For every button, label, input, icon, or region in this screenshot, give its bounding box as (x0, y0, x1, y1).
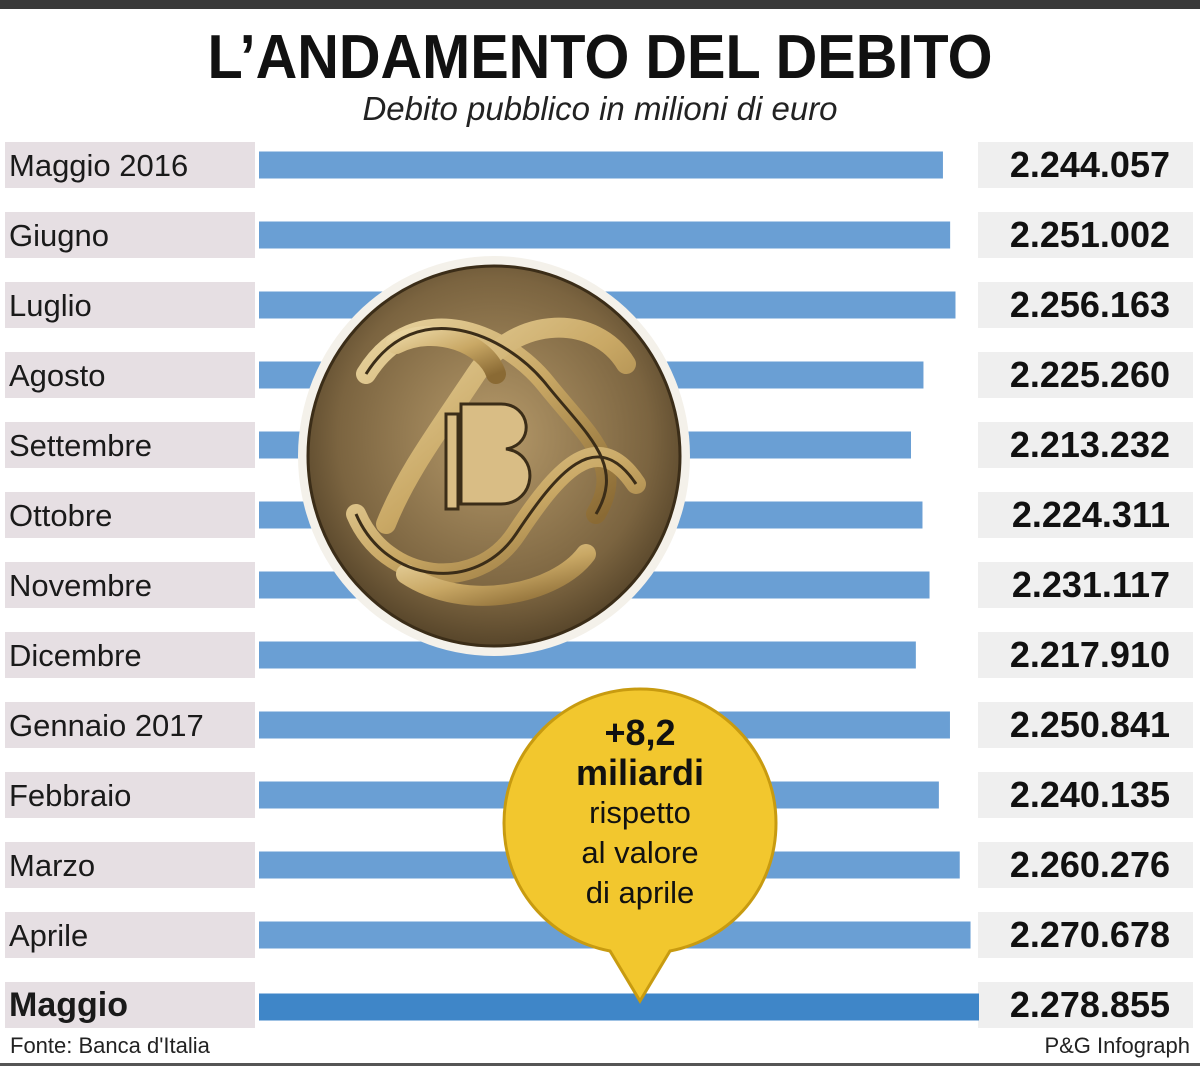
row-label-background (5, 912, 255, 958)
value-label-0: 2.244.057 (1010, 144, 1170, 185)
top-rule (0, 0, 1200, 9)
value-label-5: 2.224.311 (1012, 494, 1170, 535)
callout-unit: miliardi (575, 752, 705, 793)
row-label-background (5, 632, 255, 678)
value-label-background (978, 212, 1193, 258)
row-label-background (5, 702, 255, 748)
row-label-background (5, 282, 255, 328)
bar-0 (259, 151, 943, 179)
category-label-4: Settembre (9, 428, 152, 463)
value-label-3: 2.225.260 (1010, 354, 1170, 395)
row-label-background (5, 842, 255, 888)
source-note: Fonte: Banca d'Italia (10, 1033, 210, 1058)
value-label-7: 2.217.910 (1010, 634, 1170, 675)
value-label-8: 2.250.841 (1010, 704, 1170, 745)
category-label-2: Luglio (9, 288, 92, 323)
category-label-12: Maggio (9, 986, 128, 1024)
category-label-3: Agosto (9, 358, 106, 393)
credit-note: P&G Infograph (1044, 1033, 1190, 1058)
category-label-9: Febbraio (9, 778, 131, 813)
value-label-background (978, 702, 1193, 748)
category-label-5: Ottobre (9, 498, 112, 533)
value-label-background (978, 142, 1193, 188)
row-label-background (5, 212, 255, 258)
value-label-background (978, 912, 1193, 958)
value-label-12: 2.278.855 (1010, 984, 1170, 1025)
row-label-background (5, 142, 255, 188)
callout-line-5: di aprile (585, 875, 695, 910)
value-label-6: 2.231.117 (1012, 564, 1170, 605)
row-label-background (5, 982, 255, 1028)
value-label-background (978, 562, 1193, 608)
value-label-background (978, 632, 1193, 678)
value-label-2: 2.256.163 (1010, 284, 1170, 325)
row-label-background (5, 562, 255, 608)
category-label-11: Aprile (9, 918, 88, 953)
difference-callout-bubble (502, 687, 778, 1004)
category-label-1: Giugno (9, 218, 109, 253)
bar-12 (259, 993, 979, 1021)
value-label-background (978, 982, 1193, 1028)
category-label-6: Novembre (9, 568, 152, 603)
value-label-background (978, 492, 1193, 538)
value-label-9: 2.240.135 (1010, 774, 1170, 815)
value-label-background (978, 282, 1193, 328)
row-label-background (5, 352, 255, 398)
bar-1 (259, 221, 951, 249)
banca-italia-seal-icon (298, 256, 690, 656)
bottom-rule (0, 1063, 1200, 1066)
value-label-background (978, 842, 1193, 888)
row-label-background (5, 772, 255, 818)
category-label-0: Maggio 2016 (9, 148, 188, 183)
value-label-11: 2.270.678 (1010, 914, 1170, 955)
value-label-1: 2.251.002 (1010, 214, 1170, 255)
value-label-background (978, 772, 1193, 818)
chart-title: L’ANDAMENTO DEL DEBITO (207, 23, 993, 92)
chart-subtitle: Debito pubblico in milioni di euro (362, 90, 838, 127)
category-label-8: Gennaio 2017 (9, 708, 204, 743)
row-label-background (5, 422, 255, 468)
category-label-7: Dicembre (9, 638, 142, 673)
callout-delta: +8,2 (604, 712, 676, 753)
row-label-background (5, 492, 255, 538)
value-label-background (978, 352, 1193, 398)
value-label-4: 2.213.232 (1010, 424, 1170, 465)
value-label-background (978, 422, 1193, 468)
bar-7 (259, 641, 916, 669)
value-label-10: 2.260.276 (1010, 844, 1170, 885)
callout-line-3: rispetto (589, 795, 691, 830)
category-label-10: Marzo (9, 848, 95, 883)
callout-line-4: al valore (581, 835, 699, 870)
callout-text: +8,2 miliardi rispetto al valore di apri… (500, 713, 780, 913)
